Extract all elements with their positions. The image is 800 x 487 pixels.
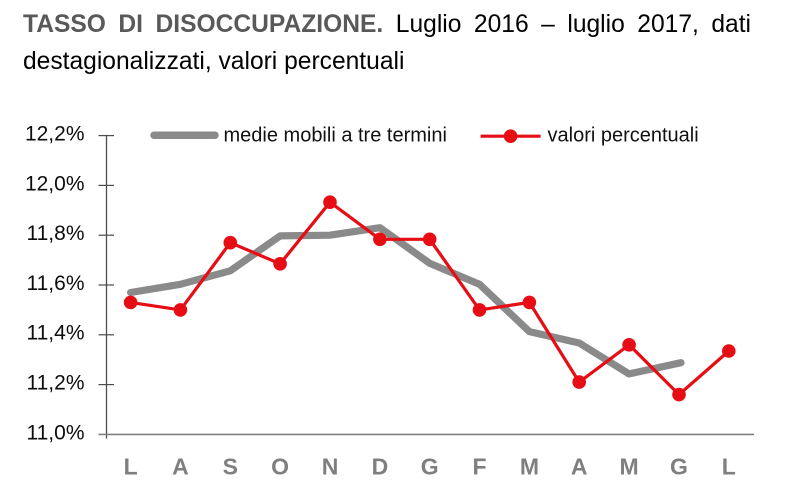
- svg-text:L: L: [722, 454, 736, 480]
- svg-text:medie mobili a tre termini: medie mobili a tre termini: [224, 124, 447, 146]
- svg-text:valori percentuali: valori percentuali: [548, 124, 699, 146]
- svg-text:F: F: [472, 454, 486, 480]
- svg-text:D: D: [372, 454, 389, 480]
- svg-text:G: G: [421, 454, 439, 480]
- svg-text:11,2%: 11,2%: [27, 372, 85, 395]
- svg-text:M: M: [520, 454, 539, 480]
- svg-text:11,4%: 11,4%: [27, 322, 85, 345]
- svg-text:11,8%: 11,8%: [27, 222, 85, 245]
- svg-text:G: G: [670, 454, 688, 480]
- svg-text:12,0%: 12,0%: [25, 172, 85, 195]
- svg-text:11,6%: 11,6%: [27, 272, 85, 295]
- svg-text:O: O: [271, 454, 289, 480]
- svg-text:N: N: [322, 454, 339, 480]
- svg-text:M: M: [620, 454, 639, 480]
- svg-text:S: S: [223, 454, 238, 480]
- svg-text:A: A: [571, 454, 588, 480]
- svg-text:L: L: [124, 454, 138, 480]
- svg-text:12,2%: 12,2%: [25, 123, 85, 146]
- svg-text:A: A: [172, 454, 189, 480]
- svg-text:11,0%: 11,0%: [27, 421, 85, 444]
